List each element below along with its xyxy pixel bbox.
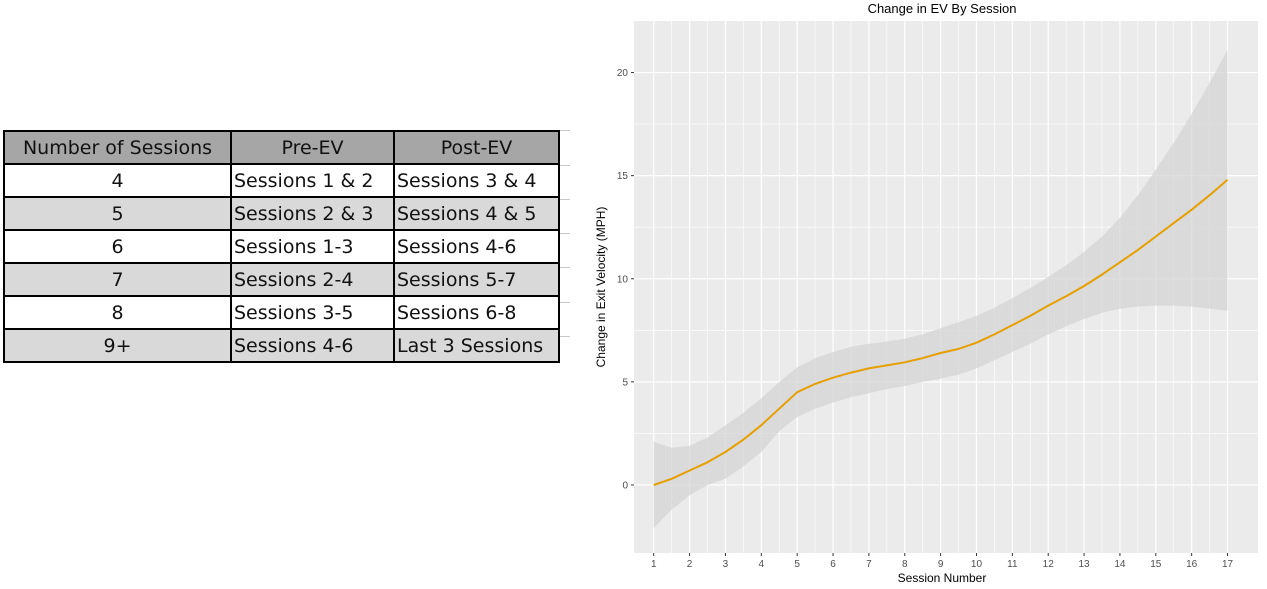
cell-pre-ev: Sessions 4-6 <box>230 328 395 363</box>
spreadsheet-gridline <box>560 267 570 268</box>
cell-pre-ev: Sessions 2 & 3 <box>230 196 395 231</box>
y-axis-title: Change in Exit Velocity (MPH) <box>594 207 608 368</box>
spreadsheet-gridline <box>560 130 570 131</box>
table-row: 6 Sessions 1-3 Sessions 4-6 <box>3 229 560 264</box>
major-gridlines <box>634 21 1258 553</box>
x-tick-label: 16 <box>1186 559 1198 570</box>
y-tick-label: 15 <box>617 171 629 182</box>
header-post-ev: Post-EV <box>393 130 560 165</box>
cell-sessions: 9+ <box>3 328 232 363</box>
header-pre-ev: Pre-EV <box>230 130 395 165</box>
spreadsheet-gridline <box>560 199 570 200</box>
trend-line <box>653 179 1229 486</box>
ev-change-chart: Change in EV By Session 1 2 3 4 5 6 7 8 9 10 11 12 1… <box>594 1 1258 585</box>
cell-post-ev: Last 3 Sessions <box>393 328 560 363</box>
cell-post-ev: Sessions 6-8 <box>393 295 560 330</box>
y-tick-label: 10 <box>617 274 629 285</box>
x-tick-label: 1 <box>651 559 657 570</box>
table-row: 7 Sessions 2-4 Sessions 5-7 <box>3 262 560 297</box>
x-axis-title: Session Number <box>898 571 987 585</box>
x-tick-label: 9 <box>938 559 944 570</box>
cell-sessions: 5 <box>3 196 232 231</box>
table-row: 9+ Sessions 4-6 Last 3 Sessions <box>3 328 560 363</box>
x-tick-label: 11 <box>1007 559 1018 570</box>
cell-pre-ev: Sessions 1 & 2 <box>230 163 395 198</box>
table-header-row: Number of Sessions Pre-EV Post-EV <box>3 130 560 165</box>
cell-pre-ev: Sessions 3-5 <box>230 295 395 330</box>
x-tick-label: 15 <box>1150 559 1162 570</box>
y-axis-ticks: 0 5 10 15 20 <box>617 68 634 491</box>
y-tick-label: 0 <box>622 480 628 491</box>
y-tick-label: 20 <box>617 68 629 79</box>
x-tick-label: 6 <box>830 559 836 570</box>
sessions-table: Number of Sessions Pre-EV Post-EV 4 Sess… <box>3 130 560 363</box>
cell-sessions: 4 <box>3 163 232 198</box>
x-tick-label: 8 <box>902 559 908 570</box>
cell-post-ev: Sessions 4 & 5 <box>393 196 560 231</box>
x-tick-label: 12 <box>1043 559 1055 570</box>
x-tick-label: 4 <box>759 559 765 570</box>
cell-sessions: 8 <box>3 295 232 330</box>
cell-sessions: 7 <box>3 262 232 297</box>
x-tick-label: 14 <box>1114 559 1126 570</box>
x-tick-label: 2 <box>687 559 693 570</box>
cell-post-ev: Sessions 3 & 4 <box>393 163 560 198</box>
spreadsheet-gridline <box>560 336 570 337</box>
confidence-band <box>653 49 1228 529</box>
y-tick-label: 5 <box>622 377 628 388</box>
cell-pre-ev: Sessions 1-3 <box>230 229 395 264</box>
table-row: 5 Sessions 2 & 3 Sessions 4 & 5 <box>3 196 560 231</box>
x-tick-label: 3 <box>723 559 729 570</box>
x-tick-label: 7 <box>866 559 872 570</box>
cell-pre-ev: Sessions 2-4 <box>230 262 395 297</box>
spreadsheet-gridline <box>560 233 570 234</box>
cell-post-ev: Sessions 5-7 <box>393 262 560 297</box>
x-tick-label: 5 <box>794 559 800 570</box>
header-number-of-sessions: Number of Sessions <box>3 130 232 165</box>
spreadsheet-gridline <box>560 302 570 303</box>
sessions-table-container: Number of Sessions Pre-EV Post-EV 4 Sess… <box>3 130 560 363</box>
chart-title: Change in EV By Session <box>868 1 1017 16</box>
x-tick-label: 10 <box>971 559 983 570</box>
table-row: 4 Sessions 1 & 2 Sessions 3 & 4 <box>3 163 560 198</box>
cell-post-ev: Sessions 4-6 <box>393 229 560 264</box>
spreadsheet-gridline <box>560 165 570 166</box>
x-tick-label: 17 <box>1222 559 1234 570</box>
cell-sessions: 6 <box>3 229 232 264</box>
x-tick-label: 13 <box>1079 559 1091 570</box>
x-axis-ticks: 1 2 3 4 5 6 7 8 9 10 11 12 13 14 15 16 17 <box>651 553 1234 570</box>
table-row: 8 Sessions 3-5 Sessions 6-8 <box>3 295 560 330</box>
